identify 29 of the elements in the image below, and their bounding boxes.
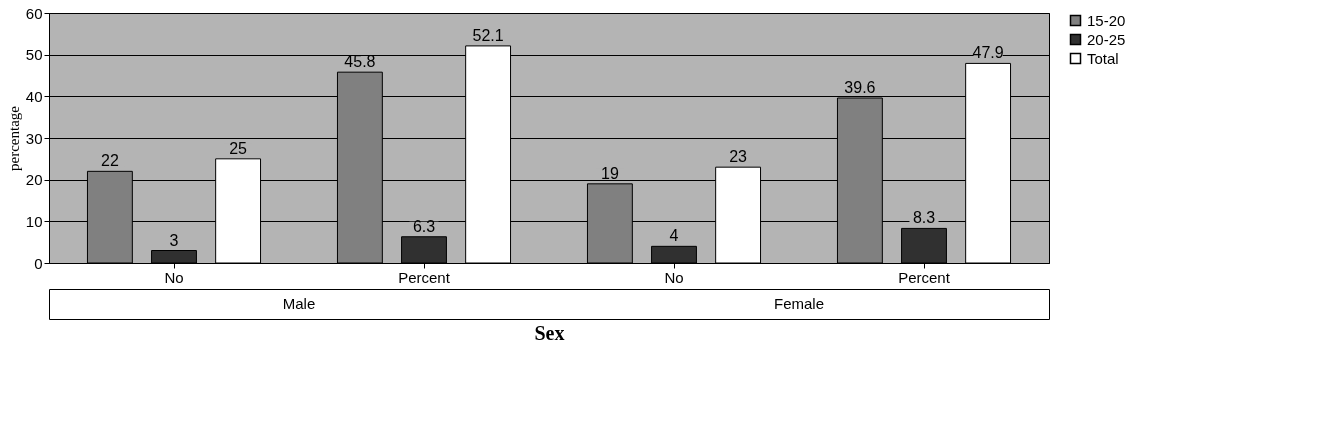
x-axis-title: Sex [534,321,565,344]
data-label: 39.6 [844,79,876,96]
y-tick-label: 10 [25,212,43,230]
data-label: 19 [601,164,619,182]
y-tick-label: 30 [25,129,43,147]
x-tick-label: Percent [898,268,951,286]
y-axis-title: percentage [5,105,22,171]
data-label: 25 [229,139,248,157]
y-tick-label: 40 [25,87,43,105]
y-tick-label: 20 [25,171,43,189]
y-tick-label: 0 [34,254,43,272]
legend-label: Total [1087,49,1119,67]
y-tick-label: 60 [25,4,43,22]
data-label: 4 [669,227,679,245]
data-label: 8.3 [912,209,936,227]
x-tick-label: Percent [398,268,451,286]
data-label: 3 [169,231,179,249]
x-tick-label: No [664,268,684,286]
data-label: 6.3 [412,217,436,235]
data-label: 22 [101,152,119,170]
data-label: 23 [729,148,748,166]
text: Male [282,295,316,312]
text: Female [773,295,825,312]
legend-label: 15-20 [1087,11,1126,29]
data-label: 47.9 [972,44,1004,62]
x-tick-label: No [164,268,184,286]
y-tick-label: 50 [25,46,43,64]
data-label: 52.1 [472,26,504,44]
legend-label: 20-25 [1087,30,1126,48]
